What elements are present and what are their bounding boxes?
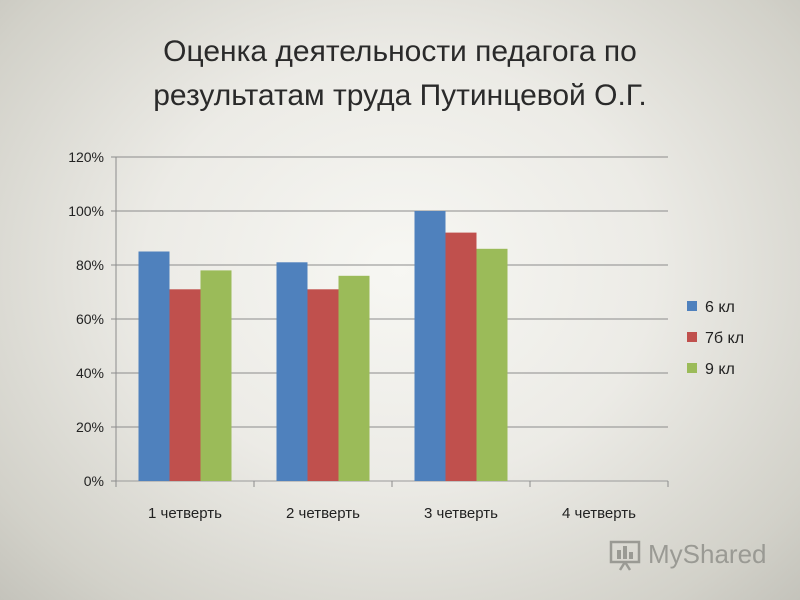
legend-label: 9 кл: [705, 361, 735, 378]
bar: [445, 232, 477, 481]
category-label: 3 четверть: [424, 505, 498, 522]
watermark: MyShared: [608, 536, 767, 572]
bar: [476, 248, 508, 481]
legend-label: 7б кл: [705, 330, 744, 347]
y-tick-label: 20%: [76, 419, 104, 435]
y-tick-label: 40%: [76, 365, 104, 381]
legend-swatch: [687, 363, 697, 373]
y-tick-label: 60%: [76, 311, 104, 327]
legend-label: 6 кл: [705, 299, 735, 316]
bar: [276, 262, 308, 481]
category-label: 1 четверть: [148, 505, 222, 522]
chart-title: Оценка деятельности педагога по результа…: [0, 30, 800, 118]
y-tick-label: 0%: [84, 473, 104, 489]
y-tick-label: 80%: [76, 257, 104, 273]
bar: [414, 211, 446, 481]
y-tick-label: 100%: [68, 203, 104, 219]
bar: [200, 270, 232, 481]
title-line-2: результатам труда Путинцевой О.Г.: [153, 79, 647, 112]
legend-swatch: [687, 332, 697, 342]
bar: [307, 289, 339, 481]
bars: [138, 211, 508, 481]
watermark-text: MyShared: [648, 538, 767, 569]
legend: 6 кл 7б кл 9 кл: [687, 299, 744, 378]
x-axis: 1 четверть 2 четверть 3 четверть 4 четверть: [115, 481, 669, 522]
legend-swatch: [687, 301, 697, 311]
category-label: 2 четверть: [286, 505, 360, 522]
title-line-1: Оценка деятельности педагога по: [163, 35, 637, 68]
bar: [138, 251, 170, 481]
presentation-icon: [609, 540, 641, 571]
bar: [169, 289, 201, 481]
y-tick-label: 120%: [68, 149, 104, 165]
category-label: 4 четверть: [562, 505, 636, 522]
bar: [338, 275, 370, 481]
y-axis-ticks: 0% 20% 40% 60% 80% 100% 120%: [68, 149, 104, 489]
